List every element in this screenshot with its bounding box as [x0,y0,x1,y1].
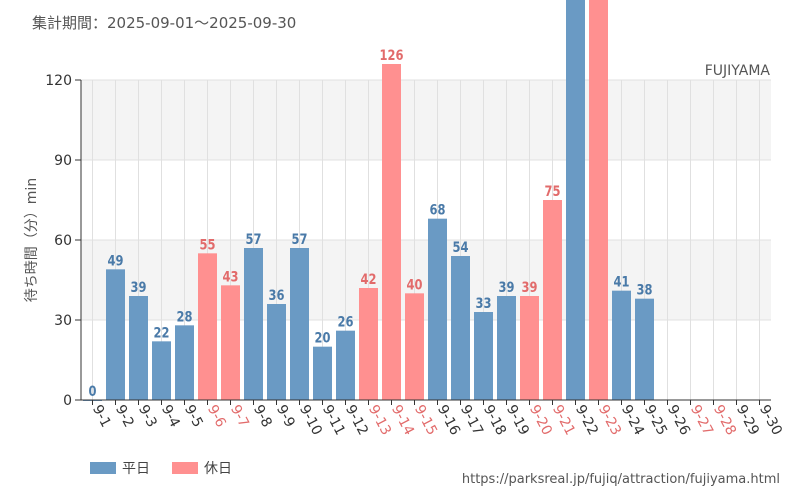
grid-band [81,240,771,320]
bar [382,64,401,400]
y-tick-label: 60 [54,233,72,249]
x-tick-label: 9-1 [89,402,114,430]
legend-holiday: 休日 [172,458,232,478]
data-label: 75 [545,184,561,200]
data-label: 49 [108,253,124,269]
data-label: 33 [476,296,492,312]
x-tick-label: 9-23 [595,402,624,438]
x-tick-label: 9-2 [112,402,137,430]
bar [244,248,263,400]
bar [520,296,539,400]
bar [106,269,125,400]
data-label: 40 [407,277,423,293]
bar [589,0,608,400]
data-label: 0 [89,384,97,400]
bar [267,304,286,400]
x-tick-label: 9-4 [158,402,183,430]
bar [405,293,424,400]
bar [474,312,493,400]
x-tick-label: 9-17 [457,402,486,438]
data-label: 57 [246,232,262,248]
data-label: 36 [269,288,285,304]
bar [566,0,585,400]
bar [336,330,355,400]
bar [451,256,470,400]
legend-holiday-label: 休日 [204,461,232,477]
grid-band [81,80,771,160]
period-label: 集計期間：2025-09-01～2025-09-30 [32,14,297,32]
y-tick-label: 30 [54,313,72,329]
data-label: 26 [338,315,354,331]
data-label: 39 [522,280,538,296]
x-tick-label: 9-12 [342,402,371,438]
x-tick-label: 9-13 [365,402,394,438]
x-tick-label: 9-16 [434,402,463,438]
bar [221,285,240,400]
data-label: 41 [614,275,630,291]
data-label: 54 [453,240,469,256]
x-tick-label: 9-6 [204,402,229,430]
data-label: 43 [223,269,239,285]
x-tick-label: 9-9 [273,402,298,430]
bar [497,296,516,400]
bar [198,253,217,400]
x-tick-label: 9-20 [526,402,555,438]
data-label: 39 [499,280,515,296]
bar [359,288,378,400]
bar [543,200,562,400]
data-label: 126 [380,48,404,64]
bar [290,248,309,400]
x-tick-label: 9-10 [296,402,325,438]
x-tick-label: 9-5 [181,402,206,430]
bar [129,296,148,400]
legend-weekday: 平日 [90,458,150,478]
x-tick-label: 9-19 [503,402,532,438]
bar [152,341,171,400]
x-tick-label: 9-25 [641,402,670,438]
bar [612,290,631,400]
data-label: 42 [361,272,377,288]
y-tick-label: 120 [45,73,72,89]
data-label: 20 [315,331,331,347]
x-tick-label: 9-30 [756,402,785,438]
bar [635,298,654,400]
x-tick-label: 9-22 [572,402,601,438]
y-axis-label: 待ち時間（分）min [24,177,40,303]
chart-title: FUJIYAMA [705,63,771,79]
data-label: 38 [637,283,653,299]
y-tick-label: 90 [54,153,72,169]
data-label: 22 [154,325,170,341]
data-label: 39 [131,280,147,296]
legend-holiday-swatch [172,462,198,474]
y-tick-label: 0 [63,393,72,409]
x-tick-label: 9-11 [319,402,348,438]
x-tick-label: 9-8 [250,402,275,430]
bar [313,346,332,400]
x-tick-label: 9-14 [388,402,417,438]
x-tick-label: 9-18 [480,402,509,438]
data-label: 55 [200,237,216,253]
x-tick-label: 9-27 [687,402,716,438]
x-tick-label: 9-29 [733,402,762,438]
source-url: https://parksreal.jp/fujiq/attraction/fu… [461,472,780,487]
legend-weekday-label: 平日 [122,461,150,477]
data-label: 28 [177,309,193,325]
x-tick-label: 9-28 [710,402,739,438]
x-tick-label: 9-26 [664,402,693,438]
x-tick-label: 9-3 [135,402,160,430]
legend: 平日 休日 [90,458,254,478]
legend-weekday-swatch [90,462,116,474]
data-label: 68 [430,203,446,219]
bar [428,218,447,400]
x-tick-label: 9-24 [618,402,647,438]
bar [175,325,194,400]
x-tick-label: 9-15 [411,402,440,438]
x-tick-label: 9-7 [227,402,252,430]
data-label: 57 [292,232,308,248]
x-tick-label: 9-21 [549,402,578,438]
